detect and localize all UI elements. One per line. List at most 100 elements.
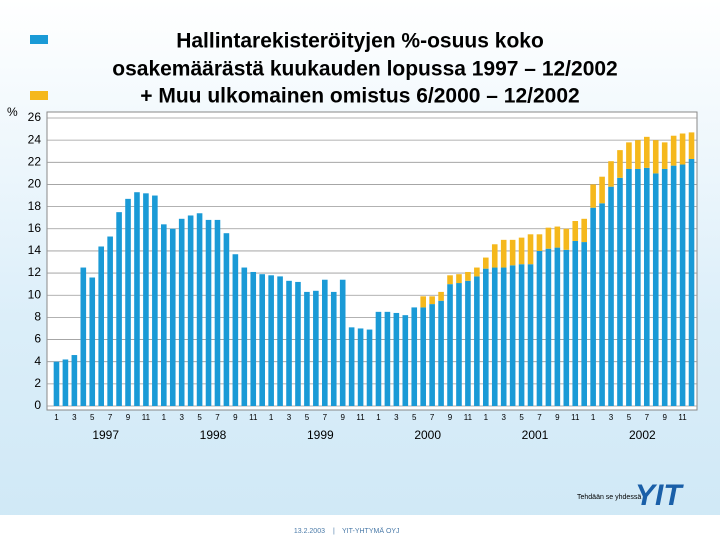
- bar-segment: [661, 168, 668, 406]
- x-tick-label: 5: [305, 413, 310, 422]
- bar-segment: [590, 184, 596, 208]
- x-tick-label: 3: [609, 413, 614, 422]
- x-tick-label: 5: [519, 413, 524, 422]
- x-tick-label: 1: [162, 413, 167, 422]
- bar-segment: [572, 240, 579, 406]
- bar-segment: [688, 158, 695, 406]
- bar-segment: [581, 242, 587, 406]
- bar-segment: [411, 307, 418, 406]
- bar-segment: [536, 234, 543, 251]
- x-tick-label: 11: [464, 413, 473, 422]
- bar-segment: [652, 140, 659, 174]
- bar-segment: [599, 176, 605, 204]
- x-tick-label: 7: [537, 413, 542, 422]
- bar-segment: [679, 164, 686, 406]
- bar-segment: [509, 239, 516, 266]
- bar-segment: [465, 271, 471, 281]
- bar-segment: [590, 207, 596, 406]
- year-label: 1998: [200, 428, 227, 442]
- footer-date: 13.2.2003: [294, 528, 325, 535]
- year-label: 1999: [307, 428, 334, 442]
- bar-segment: [491, 267, 498, 406]
- bar-segment: [402, 315, 409, 406]
- bar-segment: [599, 203, 605, 406]
- bar-segment: [500, 267, 507, 406]
- bar-segment: [98, 246, 104, 406]
- bar-segment: [545, 227, 552, 249]
- logo: YIT: [635, 479, 684, 512]
- bar-segment: [545, 248, 552, 406]
- y-tick-label: 18: [28, 199, 42, 213]
- bar-segment: [429, 304, 435, 406]
- x-tick-label: 9: [126, 413, 131, 422]
- footer-company: YIT-YHTYMÄ OYJ: [342, 527, 400, 535]
- bar-segment: [679, 133, 686, 165]
- title-line: osakemäärästä kuukauden lopussa 1997 – 1…: [112, 58, 617, 81]
- bar-segment: [483, 257, 489, 269]
- bar-segment: [357, 328, 364, 406]
- x-tick-label: 3: [394, 413, 399, 422]
- x-tick-label: 7: [430, 413, 435, 422]
- bar-segment: [652, 173, 659, 406]
- bar-segment: [456, 274, 462, 284]
- bar-segment: [53, 361, 60, 406]
- bar-segment: [563, 249, 570, 406]
- x-tick-label: 11: [678, 413, 687, 422]
- x-tick-label: 3: [501, 413, 506, 422]
- x-tick-label: 5: [627, 413, 632, 422]
- bar-segment: [241, 267, 248, 406]
- bar-segment: [259, 274, 265, 406]
- x-tick-label: 11: [356, 413, 365, 422]
- bar-segment: [339, 279, 346, 406]
- bar-segment: [518, 237, 525, 265]
- year-label: 2001: [522, 428, 549, 442]
- x-tick-label: 11: [571, 413, 580, 422]
- bar-segment: [375, 311, 382, 406]
- x-tick-label: 9: [233, 413, 238, 422]
- year-label: 2000: [414, 428, 441, 442]
- bar-segment: [214, 219, 221, 406]
- bar-segment: [223, 233, 230, 406]
- x-tick-label: 11: [142, 413, 151, 422]
- bar-segment: [330, 291, 337, 406]
- bar-segment: [205, 219, 212, 406]
- bar-segment: [107, 236, 113, 406]
- bar-segment: [626, 142, 632, 169]
- bar-segment: [572, 221, 579, 241]
- bar-segment: [268, 275, 274, 406]
- bar-segment: [670, 135, 677, 166]
- bar-segment: [152, 195, 158, 406]
- bar-segment: [474, 276, 480, 406]
- bar-segment: [393, 312, 400, 406]
- y-tick-label: 16: [28, 221, 42, 235]
- legend-swatch: [30, 35, 48, 44]
- bar-segment: [635, 168, 641, 406]
- bar-segment: [509, 265, 516, 406]
- bar-segment: [196, 213, 203, 406]
- y-tick-label: 10: [28, 287, 42, 301]
- bar-segment: [465, 280, 471, 406]
- x-tick-label: 7: [645, 413, 650, 422]
- bar-segment: [116, 212, 122, 406]
- bar-segment: [89, 277, 96, 406]
- bar-segment: [617, 150, 623, 178]
- x-tick-label: 5: [197, 413, 202, 422]
- bar-segment: [563, 228, 570, 250]
- x-tick-label: 7: [323, 413, 328, 422]
- x-tick-label: 9: [448, 413, 453, 422]
- bar-segment: [644, 136, 650, 168]
- bar-segment: [161, 224, 167, 406]
- bar-segment: [169, 228, 176, 406]
- bar-segment: [438, 300, 444, 406]
- x-tick-label: 3: [72, 413, 77, 422]
- bar-segment: [456, 283, 462, 406]
- x-tick-label: 7: [215, 413, 220, 422]
- bar-segment: [420, 296, 426, 308]
- year-label: 2002: [629, 428, 656, 442]
- legend-swatch: [30, 91, 48, 100]
- bar-segment: [474, 267, 480, 277]
- y-tick-label: 6: [34, 332, 41, 346]
- bar-segment: [295, 281, 301, 406]
- bar-segment: [366, 329, 373, 406]
- x-tick-label: 3: [287, 413, 292, 422]
